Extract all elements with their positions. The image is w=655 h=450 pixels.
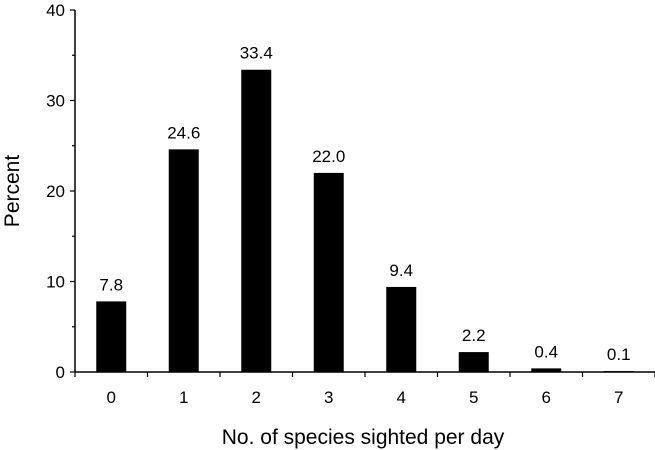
bar-6 bbox=[531, 368, 562, 372]
x-tick-label-3: 3 bbox=[324, 388, 333, 407]
y-tick-label: 20 bbox=[46, 182, 65, 201]
x-tick-label-4: 4 bbox=[397, 388, 406, 407]
y-tick-labels: 0 10 20 30 40 bbox=[46, 1, 65, 382]
y-axis-title: Percent bbox=[1, 155, 24, 228]
data-labels: 7.8 24.6 33.4 22.0 9.4 2.2 0.4 0.1 bbox=[99, 44, 630, 364]
x-tick-label-7: 7 bbox=[614, 388, 623, 407]
bar-7 bbox=[603, 371, 634, 372]
x-tick-label-2: 2 bbox=[252, 388, 261, 407]
x-axis-title: No. of species sighted per day bbox=[222, 426, 505, 449]
bar-3 bbox=[313, 172, 344, 372]
bar-5 bbox=[458, 352, 489, 372]
axes bbox=[70, 9, 655, 377]
bar-2 bbox=[241, 69, 272, 372]
bar-0 bbox=[96, 301, 127, 372]
x-tick-labels: 0 1 2 3 4 5 6 7 bbox=[107, 388, 624, 407]
data-label-3: 22.0 bbox=[312, 147, 345, 166]
x-tick-label-5: 5 bbox=[469, 388, 478, 407]
bar-1 bbox=[168, 149, 199, 372]
bars bbox=[96, 69, 634, 372]
data-label-0: 7.8 bbox=[99, 275, 123, 294]
data-label-1: 24.6 bbox=[167, 123, 200, 142]
data-label-2: 33.4 bbox=[240, 44, 273, 63]
bar-4 bbox=[386, 286, 417, 372]
y-tick-label: 10 bbox=[46, 273, 65, 292]
data-label-6: 0.4 bbox=[534, 342, 558, 361]
y-tick-label: 30 bbox=[46, 92, 65, 111]
x-tick-label-1: 1 bbox=[179, 388, 188, 407]
data-label-7: 0.1 bbox=[607, 345, 631, 364]
x-tick-label-0: 0 bbox=[107, 388, 116, 407]
x-tick-label-6: 6 bbox=[542, 388, 551, 407]
data-label-5: 2.2 bbox=[462, 326, 486, 345]
data-label-4: 9.4 bbox=[389, 261, 413, 280]
y-tick-label: 0 bbox=[56, 363, 65, 382]
y-tick-label: 40 bbox=[46, 1, 65, 20]
